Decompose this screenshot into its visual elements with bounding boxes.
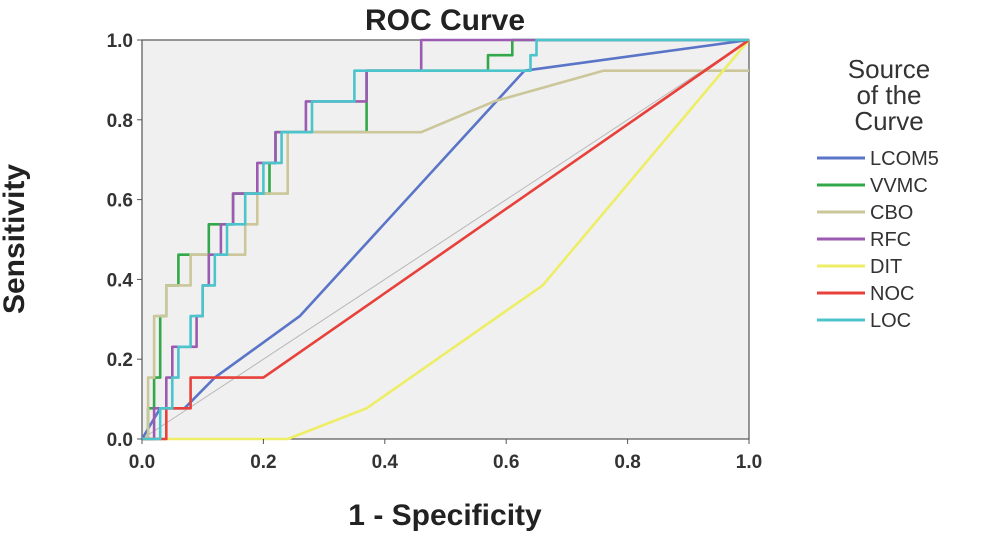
series-line-noc [142, 38, 750, 441]
legend-label-dit: DIT [870, 256, 902, 278]
legend-label-lcom5: LCOM5 [870, 148, 939, 170]
y-tick-label: 0.8 [107, 111, 133, 132]
series-group [140, 38, 750, 441]
legend-title-line-3: Curve [854, 106, 923, 136]
legend-title-line-1: Source [848, 54, 930, 84]
y-tick-label: 0.4 [107, 270, 134, 291]
x-axis-label: 1 - Specificity [348, 499, 542, 532]
legend-label-cbo: CBO [870, 202, 913, 224]
reference-diagonal [141, 39, 750, 440]
x-tick-label: 0.2 [250, 452, 276, 473]
x-tick-label: 0.4 [372, 452, 399, 473]
y-tick-label: 0.2 [107, 350, 133, 371]
y-tick-label: 0.0 [107, 430, 133, 451]
series-line-dit [142, 39, 750, 441]
legend: Source of the Curve LCOM5 VVMC CBO RFC DIT NO… [817, 54, 939, 332]
legend-title-line-2: of the [856, 80, 921, 110]
y-tick-label: 0.6 [107, 191, 133, 212]
x-tick-label: 1.0 [736, 452, 762, 473]
chart-title: ROC Curve [365, 4, 525, 37]
series-line-loc [142, 38, 749, 441]
y-axis: 0.0 0.2 0.4 0.6 0.8 1.0 [107, 31, 142, 451]
x-tick-label: 0.6 [493, 452, 519, 473]
x-axis: 0.0 0.2 0.4 0.6 0.8 1.0 [129, 439, 762, 473]
legend-label-noc: NOC [870, 283, 914, 305]
y-tick-label: 1.0 [107, 31, 133, 52]
x-tick-label: 0.8 [614, 452, 640, 473]
legend-label-rfc: RFC [870, 229, 911, 251]
legend-label-vvmc: VVMC [870, 175, 928, 197]
x-tick-label: 0.0 [129, 452, 155, 473]
legend-label-loc: LOC [870, 310, 911, 332]
y-axis-label: Sensitivity [0, 164, 31, 314]
series-line-cbo [142, 69, 749, 441]
